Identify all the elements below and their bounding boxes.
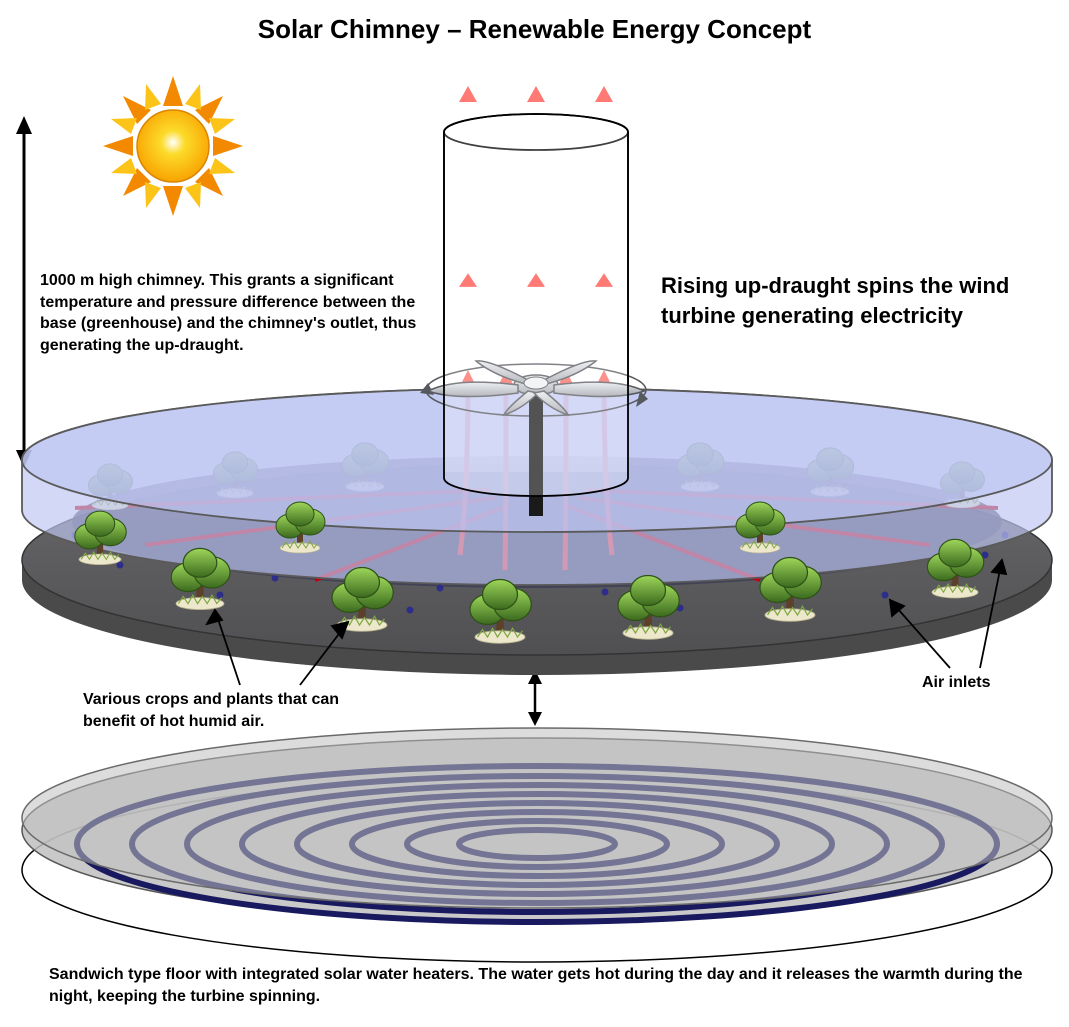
diagram-canvas (0, 0, 1069, 1027)
sandwich-floor (22, 728, 1052, 962)
gap-indicator (528, 670, 542, 726)
sun-icon (103, 76, 243, 216)
height-indicator (16, 116, 32, 468)
